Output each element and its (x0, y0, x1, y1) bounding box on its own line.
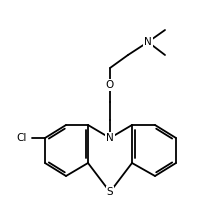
Text: O: O (106, 80, 114, 90)
Text: Cl: Cl (17, 133, 27, 143)
Text: N: N (144, 37, 152, 47)
Text: S: S (107, 187, 113, 197)
Text: N: N (106, 133, 114, 143)
